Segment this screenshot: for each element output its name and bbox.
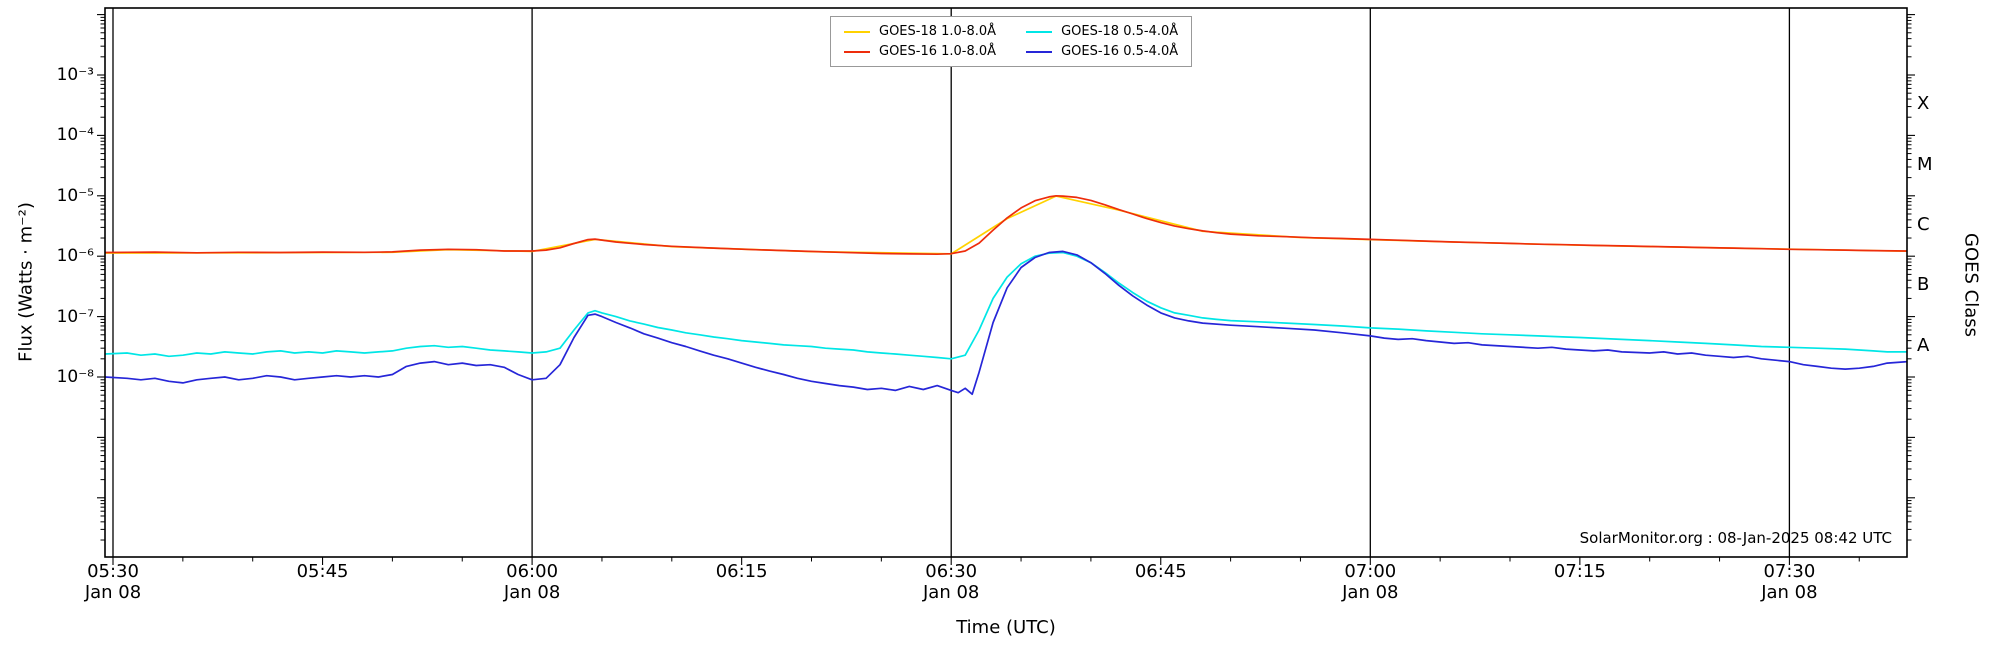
x-tick-time: 05:30	[87, 561, 139, 582]
right-axis-title: GOES Class	[1960, 233, 1982, 337]
x-tick-date: Jan 08	[923, 582, 980, 603]
x-tick-time: 07:30	[1763, 561, 1816, 582]
goes-class-label: X	[1917, 93, 1930, 115]
x-tick-label: 06:15	[697, 561, 787, 582]
x-tick-label: 07:15	[1535, 561, 1625, 582]
plot-border	[104, 7, 1908, 558]
x-tick-label: 06:45	[1116, 561, 1206, 582]
legend: GOES-18 1.0-8.0Å GOES-16 1.0-8.0Å GOES-18 …	[830, 16, 1193, 67]
goes-class-label: C	[1917, 214, 1930, 235]
flux-series	[105, 194, 1907, 396]
watermark-text: SolarMonitor.org : 08-Jan-2025 08:42 UTC	[1579, 529, 1892, 547]
legend-line-swatch	[1026, 30, 1053, 33]
legend-line-swatch	[1026, 50, 1053, 53]
x-tick-time: 06:00	[506, 561, 559, 582]
series-line	[105, 195, 1907, 255]
goes-class-label: A	[1917, 334, 1930, 356]
x-tick-label: 06:30 Jan 08	[906, 561, 996, 603]
x-tick-date: Jan 08	[1761, 582, 1818, 603]
goes-class-label: B	[1917, 274, 1930, 296]
y-tick-label: 10⁻⁴	[56, 125, 94, 146]
x-tick-date: Jan 08	[1342, 582, 1399, 603]
x-axis-ticks	[112, 557, 1860, 565]
legend-item: GOES-18 0.5-4.0Å	[1026, 23, 1178, 40]
legend-item: GOES-16 1.0-8.0Å	[844, 43, 996, 60]
x-tick-time: 06:45	[1134, 561, 1187, 582]
time-gridlines	[112, 8, 1791, 557]
y-tick-label: 10⁻³	[56, 65, 94, 85]
legend-item: GOES-18 1.0-8.0Å	[844, 23, 996, 40]
goes-class-label: M	[1917, 153, 1933, 175]
series-line	[105, 194, 1907, 256]
y-tick-label: 10⁻⁸	[56, 367, 94, 387]
x-tick-time: 07:15	[1553, 561, 1606, 582]
y-axis-title: Flux (Watts · m⁻²)	[15, 202, 37, 362]
legend-label: GOES-16 0.5-4.0Å	[1061, 44, 1179, 59]
legend-line-swatch	[844, 50, 870, 53]
x-tick-label: 05:45	[278, 561, 368, 582]
x-tick-date: Jan 08	[84, 582, 142, 603]
legend-label: GOES-18 1.0-8.0Å	[879, 24, 997, 39]
x-tick-label: 07:00 Jan 08	[1325, 561, 1415, 603]
x-axis-title: Time (UTC)	[956, 617, 1056, 638]
y-tick-label: 10⁻⁵	[56, 185, 94, 206]
y-tick-label: 10⁻⁷	[56, 306, 94, 327]
x-tick-time: 06:30	[925, 561, 978, 582]
x-tick-time: 06:15	[715, 561, 768, 582]
legend-label: GOES-18 0.5-4.0Å	[1061, 24, 1179, 39]
legend-line-swatch	[844, 30, 870, 33]
x-tick-label: 05:30 Jan 08	[68, 561, 158, 603]
x-tick-time: 07:00	[1344, 561, 1397, 582]
x-tick-time: 05:45	[296, 561, 349, 582]
legend-item: GOES-16 0.5-4.0Å	[1026, 43, 1178, 60]
x-tick-date: Jan 08	[503, 582, 561, 603]
y-tick-label: 10⁻⁶	[56, 246, 94, 267]
series-line	[105, 250, 1907, 396]
series-line	[105, 251, 1907, 360]
legend-label: GOES-16 1.0-8.0Å	[879, 44, 997, 59]
x-tick-label: 07:30 Jan 08	[1744, 561, 1834, 603]
x-tick-label: 06:00 Jan 08	[487, 561, 577, 603]
